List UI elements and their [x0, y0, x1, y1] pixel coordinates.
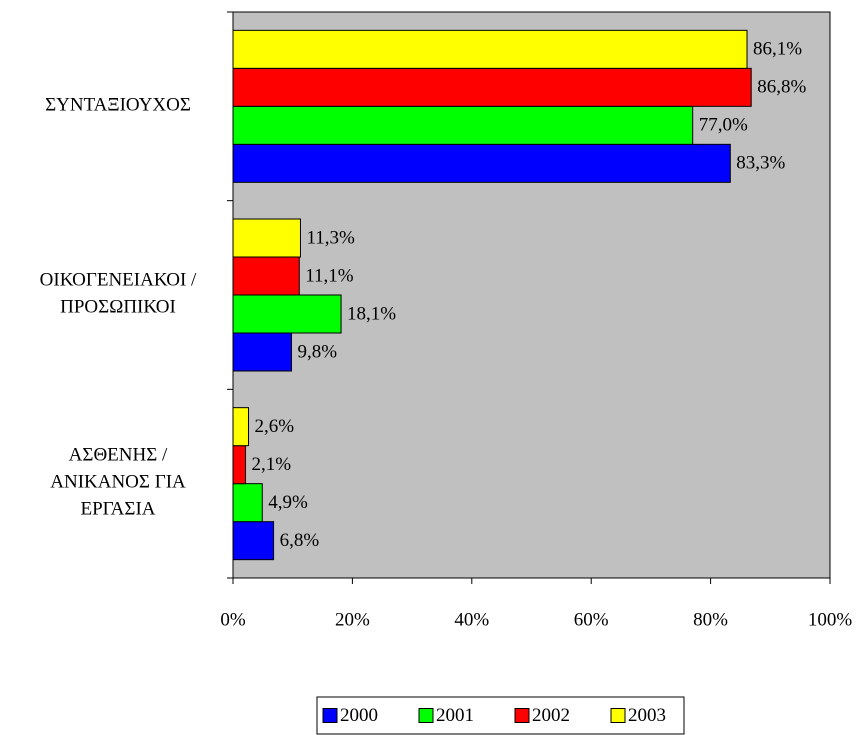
y-tick-label: ΣΥΝΤΑΞΙΟΥΧΟΣ	[45, 95, 191, 116]
bar	[232, 445, 247, 485]
x-tick-label: 80%	[693, 609, 728, 630]
x-tick-label: 60%	[574, 609, 609, 630]
x-tick-label: 0%	[220, 609, 246, 630]
legend-label: 2002	[532, 705, 570, 726]
y-tick-label-line: ΠΡΟΣΩΠΙΚΟΙ	[60, 297, 176, 318]
data-label: 2,6%	[255, 416, 295, 437]
x-tick-label: 40%	[454, 609, 489, 630]
data-label: 86,8%	[757, 77, 806, 98]
bar	[232, 218, 301, 258]
data-label: 9,8%	[298, 341, 338, 362]
legend-label: 2001	[436, 705, 474, 726]
legend-swatch	[610, 708, 626, 723]
x-tick-label: 20%	[335, 609, 370, 630]
legend-swatch	[322, 708, 338, 723]
bar	[232, 407, 250, 447]
data-label: 11,3%	[306, 227, 355, 248]
bar	[232, 483, 263, 523]
y-tick-label-line: ΑΣΘΕΝΗΣ /	[69, 445, 168, 466]
y-tick-label-line: ΑΝΙΚΑΝΟΣ ΓΙΑ	[50, 472, 186, 493]
legend-swatch	[514, 708, 530, 723]
legend-swatch	[418, 708, 434, 723]
y-tick-label-line: ΟΙΚΟΓΕΝΕΙΑΚΟΙ /	[40, 270, 197, 291]
bar	[232, 294, 342, 334]
x-tick-label: 100%	[808, 609, 853, 630]
y-tick-label: ΑΣΘΕΝΗΣ / ΑΝΙΚΑΝΟΣ ΓΙΑ ΕΡΓΑΣΙΑ	[50, 445, 186, 520]
data-label: 18,1%	[347, 303, 396, 324]
bar	[232, 143, 731, 183]
data-label: 4,9%	[268, 492, 308, 513]
data-label: 6,8%	[280, 530, 320, 551]
y-tick-label-line: ΕΡΓΑΣΙΑ	[80, 499, 155, 520]
bar	[232, 256, 300, 296]
bar	[232, 332, 293, 372]
bar	[232, 521, 275, 561]
legend-label: 2003	[628, 705, 666, 726]
y-tick-label-line: ΣΥΝΤΑΞΙΟΥΧΟΣ	[45, 95, 191, 116]
bar	[232, 105, 694, 145]
data-label: 2,1%	[252, 454, 292, 475]
bar	[232, 29, 748, 69]
data-label: 83,3%	[736, 153, 785, 174]
bar	[232, 67, 752, 107]
data-label: 86,1%	[753, 39, 802, 60]
y-tick-label: ΟΙΚΟΓΕΝΕΙΑΚΟΙ / ΠΡΟΣΩΠΙΚΟΙ	[40, 270, 197, 318]
data-label: 77,0%	[699, 115, 748, 136]
legend-label: 2000	[340, 705, 378, 726]
data-label: 11,1%	[305, 265, 354, 286]
